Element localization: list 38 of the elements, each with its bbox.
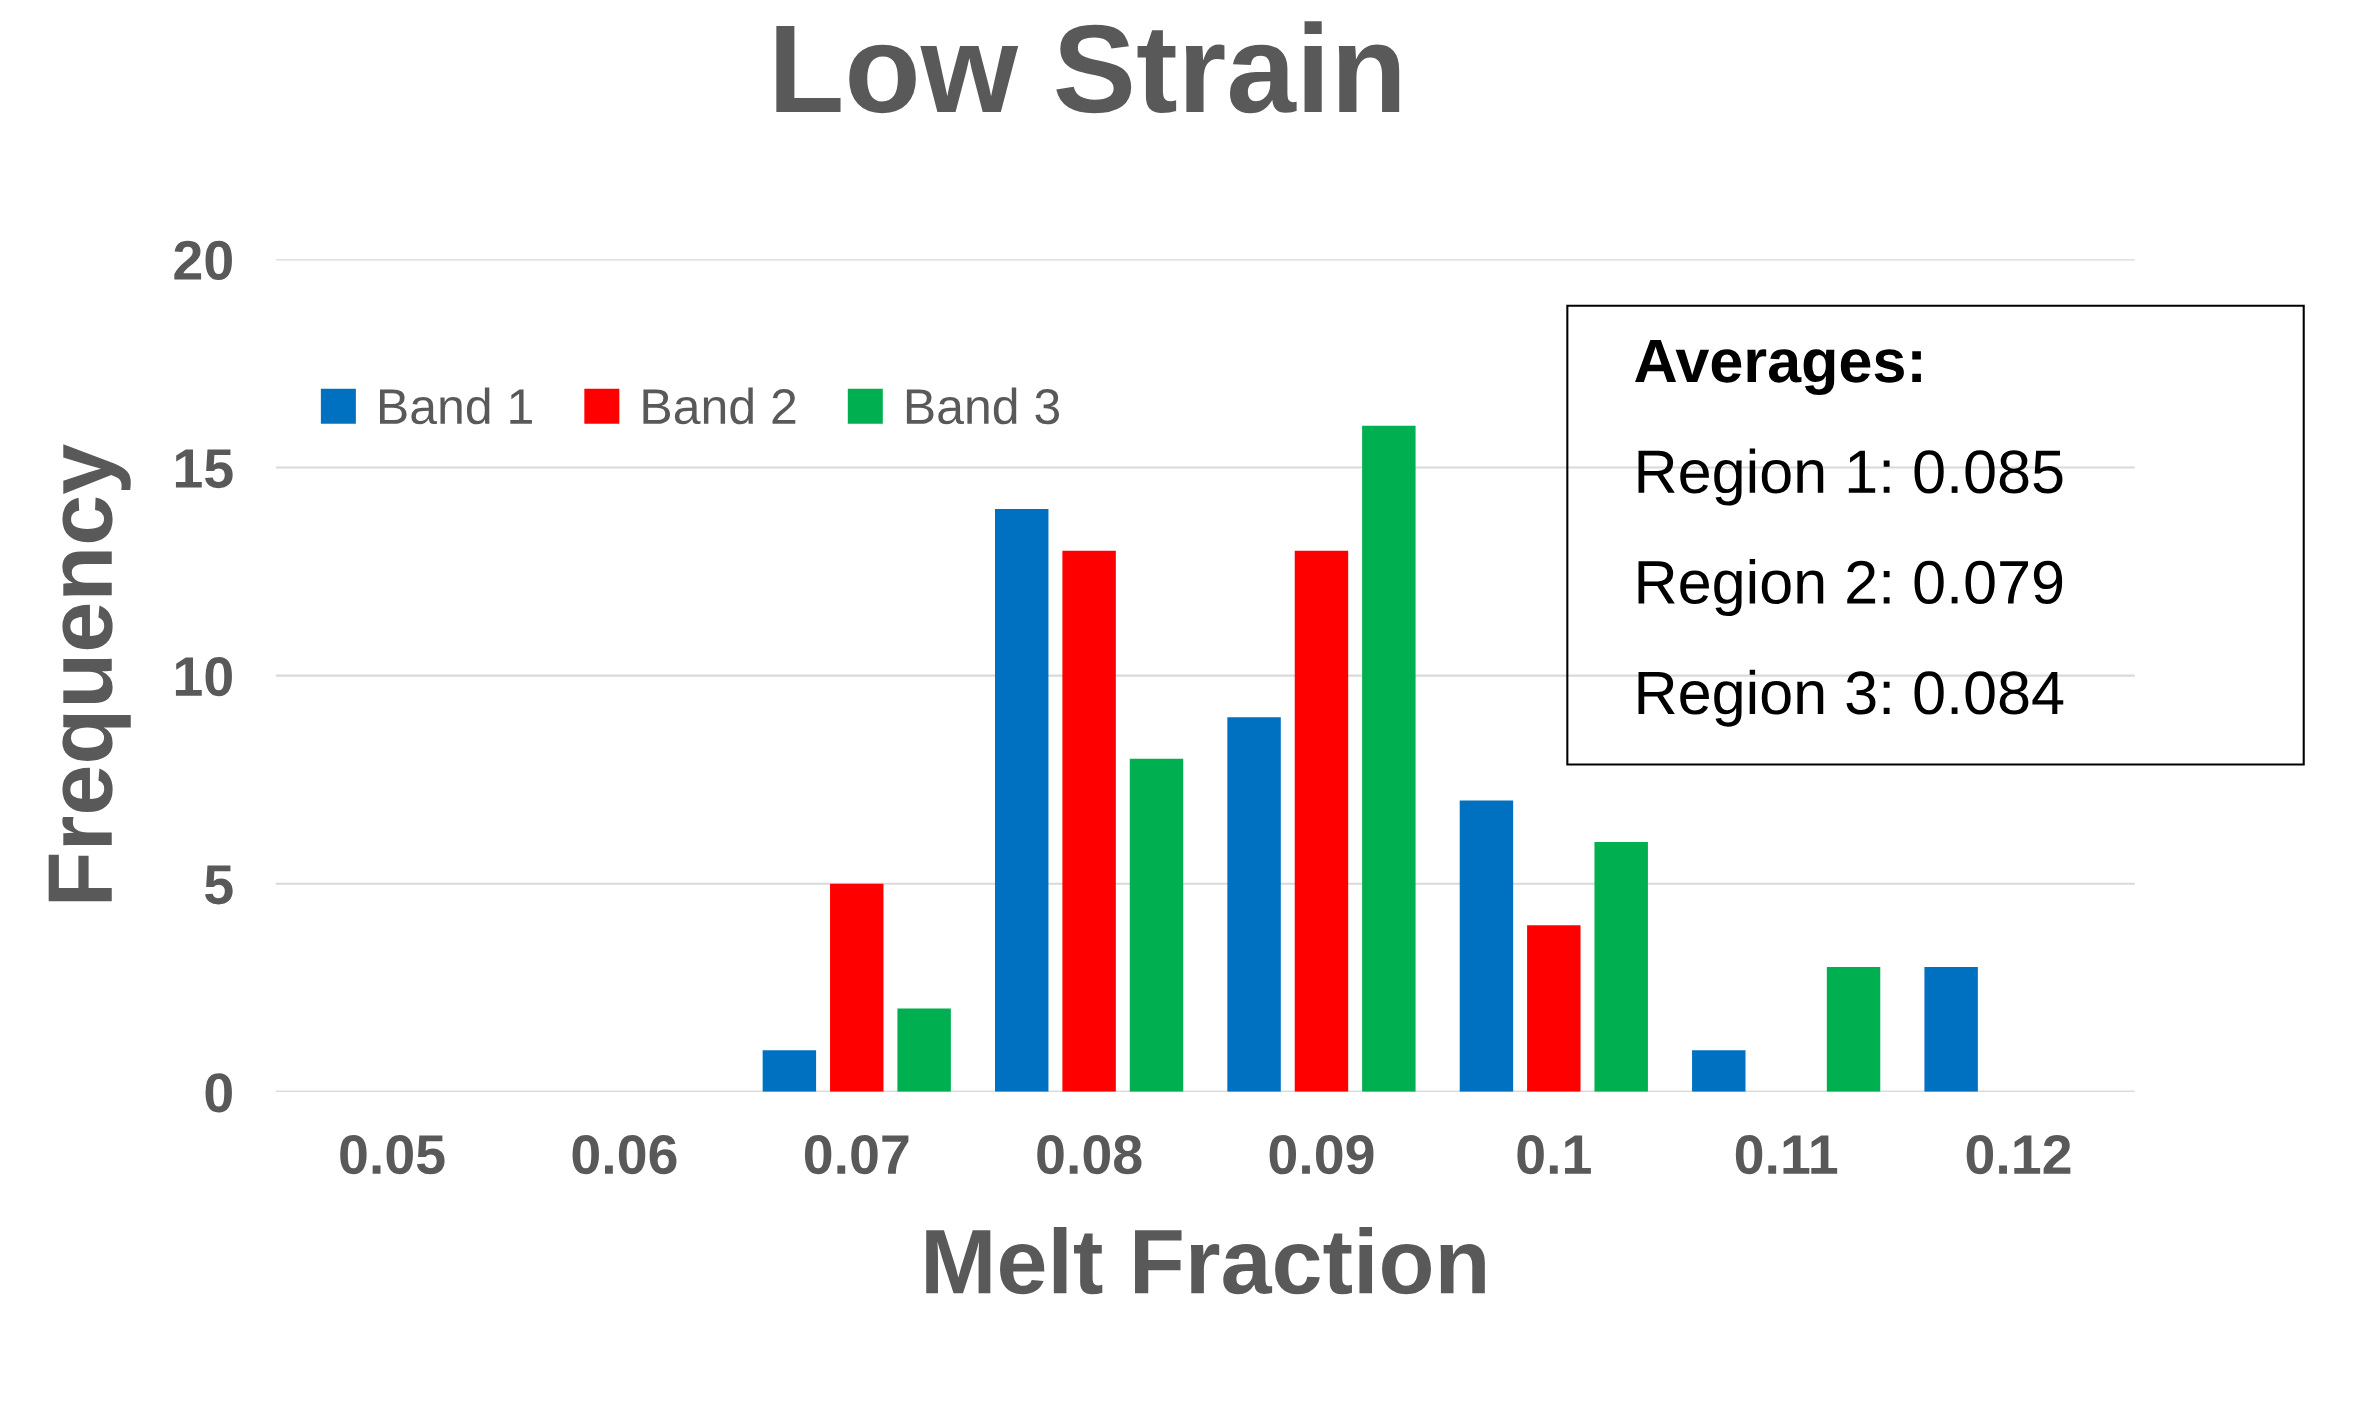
annotation: Region 2: 0.079 <box>1638 559 2063 617</box>
annotation: Region 3: 0.084 <box>1638 669 2064 727</box>
x-tick-label: 0.08 <box>1037 1134 1142 1175</box>
y-axis-title: Frequency <box>48 444 131 902</box>
x-tick-label: 0.07 <box>804 1134 909 1175</box>
bar <box>1459 800 1514 1092</box>
legend-label: Band 3 <box>906 387 1060 425</box>
annotation: Averages: <box>1635 340 1921 396</box>
x-tick-label: 0.06 <box>572 1134 677 1175</box>
y-tick-label: 0 <box>205 1073 232 1113</box>
bar <box>1227 717 1281 1092</box>
x-tick-label: 0.05 <box>340 1134 445 1175</box>
bar <box>1527 925 1581 1092</box>
chart-title: Low Strain <box>776 21 1400 114</box>
bar <box>1924 966 1978 1092</box>
bar <box>1692 1050 1746 1092</box>
bar <box>1062 550 1116 1092</box>
x-tick-label: 0.09 <box>1269 1134 1374 1175</box>
bar <box>1594 842 1648 1092</box>
bar <box>1362 425 1416 1092</box>
annotation: Region 1: 0.085 <box>1638 448 2063 506</box>
bar <box>1294 550 1349 1092</box>
bar <box>995 509 1049 1092</box>
bar <box>1129 758 1184 1092</box>
y-tick-label: 20 <box>174 240 232 281</box>
x-tick-label: 0.11 <box>1735 1134 1838 1175</box>
bar <box>830 883 884 1092</box>
x-tick-label: 0.1 <box>1517 1134 1591 1175</box>
bar <box>1826 966 1881 1092</box>
bar <box>897 1008 951 1092</box>
y-tick-label: 10 <box>175 656 232 697</box>
y-tick-label: 15 <box>175 449 233 489</box>
legend-label: Band 2 <box>643 387 796 425</box>
y-tick-label: 5 <box>205 865 233 905</box>
x-axis-title: Melt Fraction <box>926 1226 1485 1295</box>
legend-label: Band 1 <box>379 387 532 425</box>
bar <box>762 1050 817 1092</box>
x-tick-label: 0.12 <box>1966 1134 2071 1175</box>
